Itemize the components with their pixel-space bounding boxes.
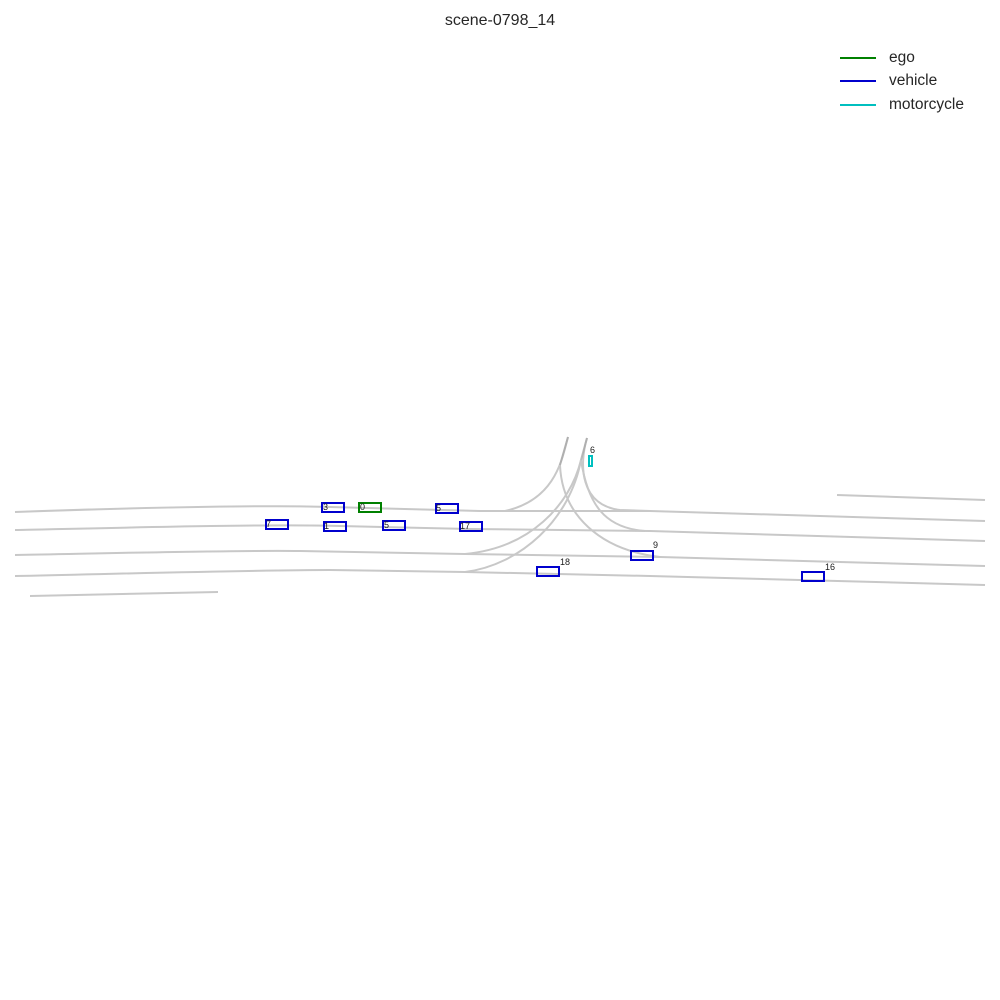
lane-line (14, 505, 481, 513)
agent-box-vehicle (323, 521, 347, 532)
lane-line (480, 510, 986, 522)
agent-label: 6 (590, 445, 595, 455)
agent-label: 7 (266, 519, 271, 529)
lane-line (29, 591, 219, 597)
lane-line (559, 436, 569, 466)
agent-label: 16 (825, 562, 835, 572)
legend-item-vehicle: vehicle (840, 70, 990, 94)
agent-box-vehicle (630, 550, 654, 561)
agent-label: 3 (323, 502, 328, 512)
agent-box-motorcycle (588, 455, 593, 467)
agent-label: 5 (384, 520, 389, 530)
lane-line (836, 494, 986, 501)
agent-label: 0 (360, 502, 365, 512)
legend-label-vehicle: vehicle (889, 72, 938, 90)
agents: 0 3 5 7 1 5 17 6 9 18 16 (265, 445, 835, 582)
legend-swatch-ego (840, 56, 876, 59)
lane-line (14, 549, 986, 567)
legend-swatch-motorcycle (840, 103, 876, 106)
lane-line (559, 464, 661, 558)
agent-label: 9 (653, 540, 658, 550)
agent-label: 1 (324, 521, 329, 531)
lane-line (580, 437, 588, 461)
agent-box-vehicle (801, 571, 825, 582)
agent-box-vehicle (321, 502, 345, 513)
legend: ego vehicle motorcycle (840, 46, 990, 117)
agent-box-vehicle (435, 503, 459, 514)
lane-lines (14, 436, 986, 597)
scene-title: scene-0798_14 (444, 12, 556, 29)
agent-label: 17 (460, 521, 470, 531)
legend-swatch-vehicle (840, 80, 876, 83)
agent-box-vehicle (459, 521, 483, 532)
agent-label: 18 (560, 557, 570, 567)
lane-line (14, 524, 986, 542)
legend-label-ego: ego (889, 48, 915, 66)
agent-box-vehicle (536, 566, 560, 577)
lane-line (464, 459, 582, 555)
legend-item-ego: ego (840, 46, 990, 70)
lane-line (464, 459, 582, 573)
lane-line (504, 436, 569, 512)
lane-line (580, 459, 646, 532)
lane-line (14, 568, 986, 586)
agent-box-vehicle (265, 519, 289, 530)
agent-box-vehicle (382, 520, 406, 531)
legend-label-motorcycle: motorcycle (889, 95, 964, 113)
legend-item-motorcycle: motorcycle (840, 93, 990, 117)
agent-box-ego (358, 502, 382, 513)
agent-label: 5 (436, 503, 441, 513)
